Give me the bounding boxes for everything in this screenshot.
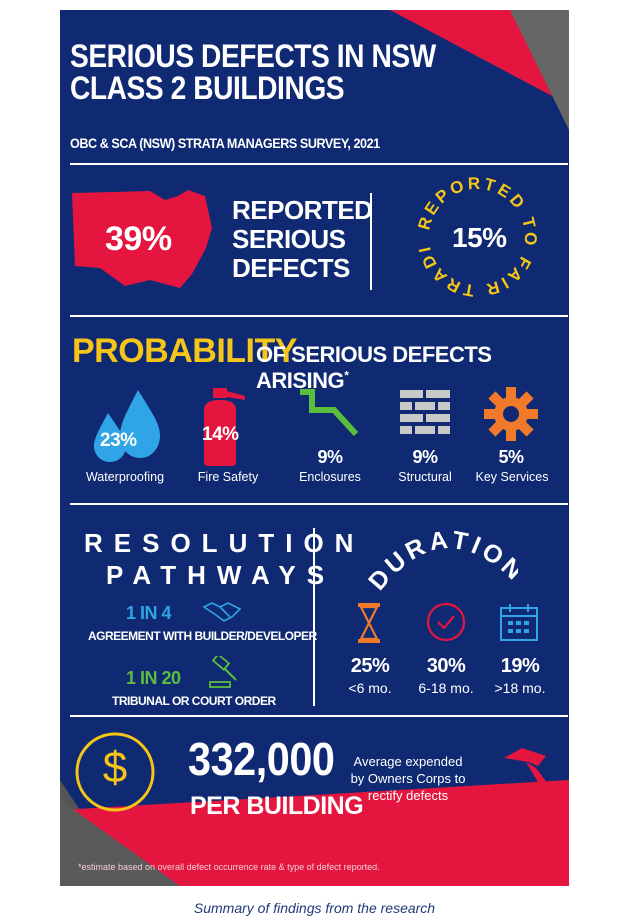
key-services-percent: 5% xyxy=(498,447,524,467)
waterproofing-percent: 23% xyxy=(100,430,137,451)
gavel-icon xyxy=(209,656,237,688)
nsw-map-icon xyxy=(72,190,212,288)
calendar-icon xyxy=(500,604,538,641)
enclosure-stair-icon xyxy=(300,389,359,437)
cost-per-building: PER BUILDING xyxy=(190,792,364,820)
enclosures-percent: 9% xyxy=(317,447,343,467)
gear-icon xyxy=(484,387,538,441)
divider xyxy=(70,503,568,505)
court-ratio: 1 IN 20 xyxy=(126,668,181,688)
cost-description-line3: rectify defects xyxy=(367,788,449,803)
court-label: TRIBUNAL OR COURT ORDER xyxy=(112,694,276,708)
reported-label-line2: SERIOUS xyxy=(232,224,346,254)
reported-label-line3: DEFECTS xyxy=(232,253,350,283)
cost-description-line2: by Owners Corps to xyxy=(350,771,466,786)
background-shapes xyxy=(60,10,569,886)
reported-label: REPORTED SERIOUS DEFECTS xyxy=(232,195,373,283)
figure-caption: Summary of findings from the research xyxy=(193,900,436,916)
divider xyxy=(70,315,568,317)
duration-label-1: <6 mo. xyxy=(348,680,392,696)
structural-percent: 9% xyxy=(412,447,438,467)
probability-heading: PROBABILITY xyxy=(72,332,297,370)
reported-label-line1: REPORTED xyxy=(232,195,373,225)
footnote: *estimate based on overall defect occurr… xyxy=(78,862,380,872)
reported-percent: 39% xyxy=(105,220,172,258)
fire-safety-percent: 14% xyxy=(202,424,239,445)
cost-description-line1: Average expended xyxy=(353,754,463,769)
duration-label-2: 6-18 mo. xyxy=(418,680,474,696)
waterproofing-label: Waterproofing xyxy=(85,470,165,484)
fire-safety-label: Fire Safety xyxy=(197,470,259,484)
duration-label-3: >18 mo. xyxy=(494,680,546,696)
hammer-icon xyxy=(504,748,560,806)
dollar-coin-icon xyxy=(75,732,155,812)
duration-percent-2: 30% xyxy=(426,655,466,677)
resolution-heading-line1: RESOLUTION xyxy=(84,528,365,558)
duration-percent-3: 19% xyxy=(500,655,540,677)
duration-heading: DURATION xyxy=(368,526,518,595)
infographic-poster: SERIOUS DEFECTS IN NSW CLASS 2 BUILDINGS… xyxy=(60,10,569,886)
structural-label: Structural xyxy=(398,470,452,484)
duration-percent-1: 25% xyxy=(350,655,390,677)
fair-trading-percent: 15% xyxy=(452,222,507,253)
cost-amount: 332,000 xyxy=(188,733,335,785)
clock-icon xyxy=(426,602,466,642)
agreement-label: AGREEMENT WITH BUILDER/DEVELOPER xyxy=(88,629,317,643)
probability-subheading-text: OF SERIOUS DEFECTS ARISING xyxy=(256,342,492,393)
divider xyxy=(70,715,568,717)
key-services-label: Key Services xyxy=(475,470,549,484)
vertical-divider xyxy=(370,193,372,290)
vertical-divider xyxy=(313,528,315,706)
fair-trading-ring: REPORTED TO FAIR TRADING xyxy=(412,172,537,300)
probability-subheading: OF SERIOUS DEFECTS ARISING* xyxy=(256,342,569,394)
enclosures-label: Enclosures xyxy=(299,470,361,484)
handshake-icon xyxy=(202,602,242,622)
page-title: SERIOUS DEFECTS IN NSW CLASS 2 BUILDINGS xyxy=(70,38,436,106)
agreement-ratio: 1 IN 4 xyxy=(126,603,172,623)
fire-extinguisher-icon xyxy=(204,388,245,466)
brick-wall-icon xyxy=(400,390,450,434)
cost-description: Average expended by Owners Corps to rect… xyxy=(328,753,488,804)
page-subtitle: OBC & SCA (NSW) STRATA MANAGERS SURVEY, … xyxy=(70,135,380,151)
resolution-heading-line2: PATHWAYS xyxy=(106,560,336,590)
asterisk: * xyxy=(344,368,349,383)
water-drops-icon xyxy=(94,390,160,462)
currency-symbol: $ xyxy=(102,743,128,792)
divider xyxy=(70,163,568,165)
hourglass-icon xyxy=(358,603,380,643)
duration-heading-arc: DURATION xyxy=(368,526,518,595)
